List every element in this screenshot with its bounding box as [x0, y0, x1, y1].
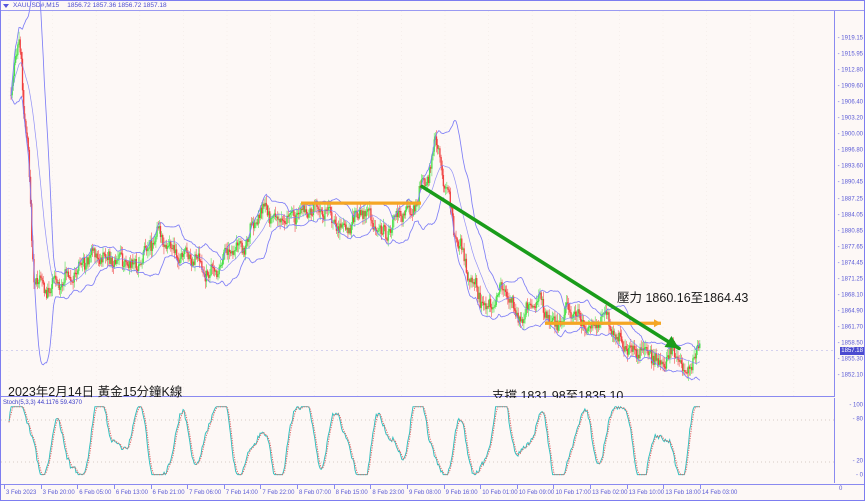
- resistance-annotation: 壓力 1860.16至1864.43: [617, 291, 749, 305]
- price-axis-label: - 1877.65: [837, 244, 863, 251]
- price-axis-label: - 1915.95: [837, 51, 863, 58]
- price-axis-label: - 1880.85: [837, 228, 863, 235]
- price-axis[interactable]: - 1919.15 - 1915.95 - 1912.80 - 1909.60 - 19…: [834, 11, 864, 397]
- price-axis-label: - 1896.80: [837, 147, 863, 154]
- price-axis-label: - 1874.45: [837, 260, 863, 267]
- time-axis-label: 10 Feb 17:00: [555, 490, 591, 496]
- time-axis-label: 6 Feb 05:00: [79, 490, 112, 496]
- price-axis-label: - 1884.05: [837, 212, 863, 219]
- price-axis-label: - 1887.25: [837, 196, 863, 202]
- time-axis-tick: [443, 485, 445, 489]
- price-axis-label: - 1900.00: [837, 131, 863, 138]
- time-axis-tick: [516, 485, 518, 489]
- time-axis-tick: [590, 485, 592, 489]
- time-axis-tick: [553, 485, 555, 489]
- time-axis-tick: [333, 485, 335, 489]
- time-axis-tick: [40, 485, 42, 489]
- chart-titlebar[interactable]: XAUUSD#,M15 1856.72 1857.36 1856.72 1857…: [1, 1, 864, 11]
- time-axis-tick: [4, 485, 5, 489]
- price-chart-canvas: [1, 0, 838, 397]
- time-axis-tick: [77, 485, 79, 489]
- stochastic-axis-label: - 80: [852, 416, 863, 423]
- stochastic-pane[interactable]: [1, 398, 834, 483]
- time-axis-tick: [663, 485, 665, 489]
- time-axis-label: 8 Feb 07:00: [299, 490, 332, 496]
- stochastic-axis-label: - 100: [849, 402, 863, 409]
- stochastic-level-lines: [1, 419, 834, 463]
- time-axis-label: 13 Feb 02:00: [592, 490, 628, 496]
- time-axis-label: 9 Feb 08:00: [408, 490, 441, 496]
- time-axis-label: 13 Feb 10:00: [628, 490, 665, 496]
- time-axis-label: 13 Feb 18:00: [665, 490, 701, 496]
- time-axis-label: 7 Feb 06:00: [189, 490, 222, 496]
- price-axis-label: - 1861.70: [837, 324, 863, 331]
- price-axis-label: - 1909.60: [837, 83, 863, 90]
- price-axis-label: - 1890.45: [837, 179, 863, 186]
- time-axis-tick: [113, 485, 115, 489]
- time-axis-label: 6 Feb 21:00: [152, 490, 185, 496]
- price-axis-label: - 1893.60: [837, 163, 863, 170]
- price-axis-label: - 1912.80: [837, 67, 863, 74]
- candlestick-series: [10, 31, 701, 381]
- time-axis-label: 10 Feb 01:00: [482, 490, 518, 496]
- time-axis-tick: [480, 485, 482, 489]
- bollinger-bands: [10, 0, 701, 381]
- price-axis-label: - 1864.90: [837, 308, 863, 315]
- time-axis-scroll-marker[interactable]: 0: [839, 486, 843, 492]
- stochastic-canvas: [1, 405, 834, 476]
- symbol-period-label: XAUUSD#,M15: [13, 2, 60, 9]
- stochastic-k-line: [8, 405, 700, 476]
- current-price-tag: 1857.18: [840, 346, 864, 355]
- stochastic-d-line: [8, 406, 700, 476]
- stochastic-axis: - 100 - 80 - 20 - 0: [834, 398, 864, 483]
- time-axis-tick: [297, 485, 299, 489]
- price-axis-label: - 1906.40: [837, 99, 863, 106]
- time-axis-label: 3 Feb 2023: [6, 490, 37, 496]
- triangle-down-icon[interactable]: [3, 3, 9, 8]
- price-axis-label: - 1852.10: [837, 372, 863, 379]
- price-axis-label: - 1868.10: [837, 292, 863, 299]
- time-axis-tick: [700, 485, 701, 489]
- price-axis-label: - 1858.50: [837, 340, 863, 347]
- price-axis-label: - 1871.25: [837, 276, 863, 283]
- stochastic-axis-label: - 20: [852, 458, 863, 465]
- time-axis-label: 9 Feb 16:00: [445, 490, 478, 496]
- time-axis-label: 10 Feb 09:00: [518, 490, 555, 496]
- time-axis-label: 8 Feb 23:00: [372, 490, 405, 496]
- time-axis-tick: [150, 485, 152, 489]
- price-axis-label: - 1903.20: [837, 115, 863, 122]
- time-axis-tick: [626, 485, 628, 489]
- time-axis-tick: [370, 485, 372, 489]
- time-axis[interactable]: 3 Feb 2023 3 Feb 20:00 6 Feb 05:00 6 Feb 13…: [1, 484, 864, 500]
- price-chart-pane[interactable]: [1, 0, 838, 397]
- chart-title-annotation: 2023年2月14日 黃金15分鐘K線: [8, 385, 183, 399]
- price-axis-label: - 1919.15: [837, 35, 863, 42]
- stochastic-label: Stoch(5,3,3) 44.1176 59.4370: [3, 400, 82, 406]
- time-axis-label: 7 Feb 22:00: [262, 490, 295, 496]
- time-axis-tick: [223, 485, 225, 489]
- chart-gridlines: [8, 11, 838, 397]
- time-axis-label: 3 Feb 20:00: [42, 490, 75, 496]
- time-axis-tick: [187, 485, 189, 489]
- time-axis-tick: [260, 485, 262, 489]
- time-axis-label: 6 Feb 13:00: [115, 490, 148, 496]
- time-axis-label: 7 Feb 14:00: [225, 490, 258, 496]
- time-axis-tick: [406, 485, 408, 489]
- time-axis-label: 14 Feb 03:00: [702, 490, 738, 496]
- time-axis-label: 8 Feb 15:00: [335, 490, 368, 496]
- stochastic-axis-label: - 0: [855, 472, 863, 479]
- price-axis-label: - 1855.30: [837, 356, 863, 363]
- downtrend-line: [420, 184, 681, 351]
- ohlc-quote-label: 1856.72 1857.36 1856.72 1857.18: [67, 2, 167, 9]
